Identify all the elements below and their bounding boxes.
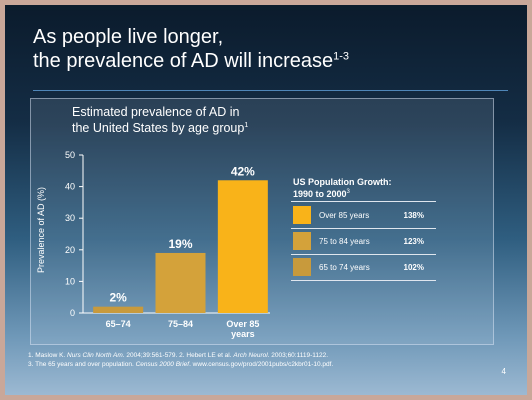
legend-divider <box>291 228 436 229</box>
y-tick-label: 30 <box>65 213 75 223</box>
slide-title-line2: the prevalence of AD will increase1-3 <box>33 49 349 73</box>
legend-value: 102% <box>403 263 424 272</box>
slide: As people live longer, the prevalence of… <box>5 5 527 395</box>
slide-title-line1: As people live longer, <box>33 26 224 48</box>
legend-swatch <box>293 206 311 224</box>
y-tick-label: 0 <box>70 308 75 318</box>
footnote-journal: Nurs Clin North Am <box>67 352 123 359</box>
x-tick-label: 65–74 <box>106 319 131 329</box>
slide-title-line2-text: the prevalence of AD will increase <box>33 50 334 72</box>
y-tick-label: 10 <box>65 276 75 286</box>
footnote-journal: Census 2000 Brief <box>135 361 190 368</box>
chart-title-line2: the United States by age group1 <box>72 120 302 136</box>
legend-item-75-84: 75 to 84 years 123% <box>291 230 436 254</box>
y-tick-label: 50 <box>65 150 75 160</box>
legend-label: Over 85 years <box>319 211 370 220</box>
legend-title-line2: 1990 to 20003 <box>293 188 392 200</box>
footnote-detail: . 2004;39:561-579. <box>122 352 180 359</box>
chart-title: Estimated prevalence of AD in the United… <box>72 104 302 136</box>
legend-title-line2-text: 1990 to 2000 <box>293 189 347 199</box>
legend-label: 75 to 84 years <box>319 237 370 246</box>
slide-title: As people live longer, the prevalence of… <box>33 25 349 73</box>
footnote-author: The 65 years and over population. <box>33 361 136 368</box>
legend-divider <box>291 201 436 202</box>
chart-title-line2-text: the United States by age group <box>72 121 245 135</box>
title-divider <box>33 90 508 91</box>
bar-data-label: 42% <box>231 164 255 178</box>
bar <box>93 306 144 313</box>
footnotes: 1. Maslow K. Nurs Clin North Am. 2004;39… <box>28 351 488 369</box>
footnote-number: 2. <box>179 352 185 359</box>
page-number: 4 <box>501 367 506 376</box>
footnote-detail: . www.census.gov/prod/2001pubs/c2kbr01-1… <box>189 361 334 368</box>
x-tick-label: 75–84 <box>168 319 193 329</box>
legend-title-ref: 3 <box>346 189 350 195</box>
legend-title: US Population Growth: 1990 to 20003 <box>293 176 392 200</box>
legend-divider <box>291 254 436 255</box>
footnote-author: Hebert LE et al. <box>184 352 234 359</box>
bar-data-label: 2% <box>109 291 127 305</box>
legend-title-line1: US Population Growth: <box>293 177 392 187</box>
slide-title-ref: 1-3 <box>333 50 350 63</box>
legend-divider <box>291 280 436 281</box>
legend-swatch <box>293 232 311 250</box>
legend-value: 123% <box>403 237 424 246</box>
legend-value: 138% <box>403 211 424 220</box>
bar <box>155 252 206 313</box>
footnote-journal: Arch Neurol <box>233 352 268 359</box>
legend-item-over-85: Over 85 years 138% <box>291 204 436 228</box>
footnote-line-1: 1. Maslow K. Nurs Clin North Am. 2004;39… <box>28 351 488 360</box>
bar-data-label: 19% <box>168 237 192 251</box>
bar <box>217 180 268 313</box>
footnote-author: Maslow K. <box>33 352 68 359</box>
footnote-detail: . 2003;60:1119-1122. <box>267 352 329 359</box>
footnote-number: 1. <box>28 352 34 359</box>
x-tick-label: years <box>231 329 255 339</box>
chart-title-line1: Estimated prevalence of AD in <box>72 105 240 119</box>
footnote-line-2: 3. The 65 years and over population. Cen… <box>28 360 488 369</box>
y-axis-label: Prevalence of AD (%) <box>36 187 46 273</box>
legend-item-65-74: 65 to 74 years 102% <box>291 256 436 280</box>
chart-title-ref: 1 <box>244 121 249 129</box>
y-tick-label: 20 <box>65 245 75 255</box>
footnote-number: 3. <box>28 361 34 368</box>
legend-swatch <box>293 258 311 276</box>
legend-label: 65 to 74 years <box>319 263 370 272</box>
x-tick-label: Over 85 <box>226 319 259 329</box>
y-tick-label: 40 <box>65 182 75 192</box>
